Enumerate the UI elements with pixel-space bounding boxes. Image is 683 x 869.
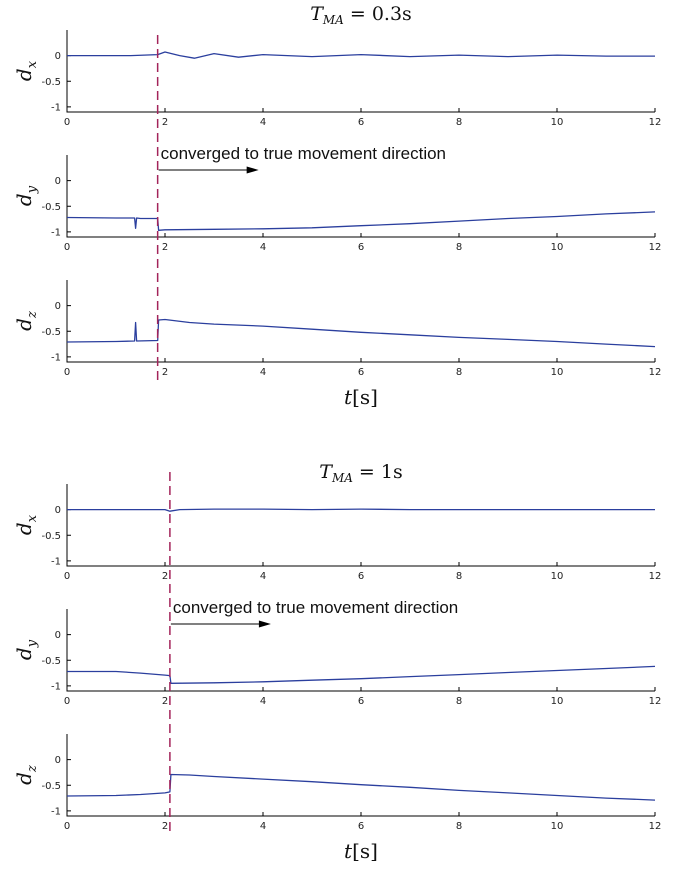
series-line: [67, 665, 656, 684]
x-tick-label: 4: [260, 571, 266, 582]
x-tick-label: 8: [456, 242, 462, 253]
x-tick-label: 0: [64, 571, 70, 582]
x-tick-label: 4: [260, 117, 266, 128]
y-tick-label: -1: [51, 556, 61, 567]
x-tick-label: 2: [162, 821, 168, 832]
y-tick-label: -0.5: [41, 77, 61, 88]
y-tick-label: 0: [55, 301, 61, 312]
x-tick-label: 12: [649, 117, 662, 128]
x-tick-label: 12: [649, 571, 662, 582]
x-tick-label: 2: [162, 117, 168, 128]
annotation-text: converged to true movement direction: [161, 144, 446, 163]
x-axis-label: t[s]: [344, 839, 378, 863]
x-tick-label: 10: [551, 367, 564, 378]
x-tick-label: 12: [649, 242, 662, 253]
axis-frame: [66, 155, 655, 238]
y-tick-label: -1: [51, 681, 61, 692]
x-tick-label: 4: [260, 696, 266, 707]
x-tick-label: 4: [260, 821, 266, 832]
chart-title: TMA = 1s: [319, 461, 402, 485]
chart-title: TMA = 0.3s: [310, 3, 412, 27]
x-axis-label: t[s]: [344, 385, 378, 409]
x-tick-label: 2: [162, 242, 168, 253]
y-tick-label: 0: [55, 755, 61, 766]
x-tick-label: 2: [162, 367, 168, 378]
y-tick-label: -1: [51, 352, 61, 363]
y-tick-label: -0.5: [41, 202, 61, 213]
y-axis-label: dy: [12, 185, 40, 206]
x-tick-label: 0: [64, 242, 70, 253]
y-tick-label: -1: [51, 806, 61, 817]
axis-frame: [66, 734, 655, 817]
series-line: [66, 211, 656, 231]
x-tick-label: 0: [64, 367, 70, 378]
x-tick-label: 10: [551, 571, 564, 582]
y-axis-label: dx: [12, 514, 40, 535]
annotation-arrowhead: [246, 166, 259, 174]
x-tick-label: 12: [649, 696, 662, 707]
y-tick-label: 0: [55, 505, 61, 516]
axis-frame: [66, 30, 655, 113]
y-tick-label: 0: [55, 176, 61, 187]
axis-frame: [66, 280, 655, 363]
x-tick-label: 2: [162, 696, 168, 707]
x-tick-label: 0: [64, 821, 70, 832]
x-tick-label: 8: [456, 821, 462, 832]
x-tick-label: 8: [456, 117, 462, 128]
axis-frame: [66, 484, 655, 567]
x-tick-label: 10: [551, 696, 564, 707]
series-line: [67, 51, 655, 59]
y-tick-label: -0.5: [41, 327, 61, 338]
x-tick-label: 4: [260, 367, 266, 378]
series-line: [66, 318, 656, 348]
x-tick-label: 6: [358, 821, 364, 832]
series-line: [67, 508, 655, 512]
x-tick-label: 0: [64, 696, 70, 707]
y-axis-label: dz: [12, 765, 40, 785]
y-tick-label: -1: [51, 227, 61, 238]
x-tick-label: 10: [551, 821, 564, 832]
annotation-text: converged to true movement direction: [173, 598, 458, 617]
x-tick-label: 6: [358, 242, 364, 253]
y-tick-label: -0.5: [41, 781, 61, 792]
y-axis-label: dy: [12, 639, 40, 660]
x-tick-label: 6: [358, 696, 364, 707]
x-tick-label: 8: [456, 367, 462, 378]
x-tick-label: 10: [551, 117, 564, 128]
y-tick-label: 0: [55, 630, 61, 641]
x-tick-label: 10: [551, 242, 564, 253]
y-tick-label: -1: [51, 102, 61, 113]
annotation-arrowhead: [258, 620, 271, 628]
y-tick-label: -0.5: [41, 656, 61, 667]
y-tick-label: -0.5: [41, 531, 61, 542]
x-tick-label: 8: [456, 696, 462, 707]
x-tick-label: 6: [358, 117, 364, 128]
x-tick-label: 2: [162, 571, 168, 582]
x-tick-label: 8: [456, 571, 462, 582]
y-axis-label: dz: [12, 311, 40, 331]
x-tick-label: 6: [358, 571, 364, 582]
y-axis-label: dx: [12, 60, 40, 81]
x-tick-label: 0: [64, 117, 70, 128]
x-tick-label: 12: [649, 821, 662, 832]
series-line: [66, 773, 656, 801]
x-tick-label: 12: [649, 367, 662, 378]
x-tick-label: 6: [358, 367, 364, 378]
x-tick-label: 4: [260, 242, 266, 253]
y-tick-label: 0: [55, 51, 61, 62]
